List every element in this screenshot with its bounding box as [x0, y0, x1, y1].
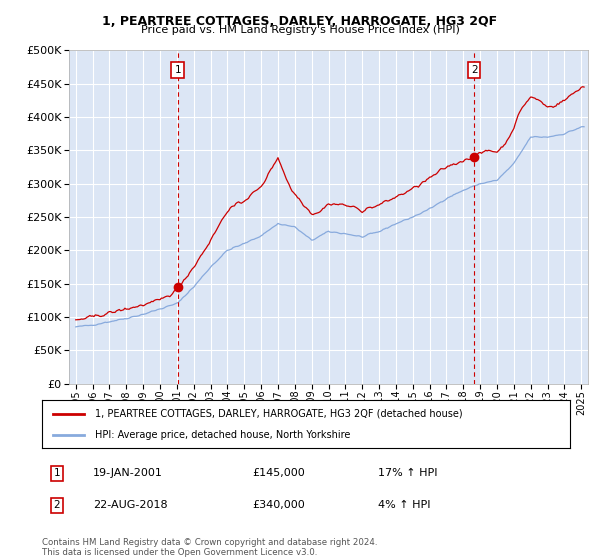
Text: 1, PEARTREE COTTAGES, DARLEY, HARROGATE, HG3 2QF: 1, PEARTREE COTTAGES, DARLEY, HARROGATE,… — [103, 15, 497, 28]
Text: 2: 2 — [471, 66, 478, 76]
Text: 1: 1 — [53, 468, 61, 478]
Text: 1: 1 — [175, 66, 181, 76]
Text: £340,000: £340,000 — [252, 500, 305, 510]
Text: 17% ↑ HPI: 17% ↑ HPI — [378, 468, 437, 478]
Text: HPI: Average price, detached house, North Yorkshire: HPI: Average price, detached house, Nort… — [95, 430, 350, 440]
Text: 19-JAN-2001: 19-JAN-2001 — [93, 468, 163, 478]
Text: 1, PEARTREE COTTAGES, DARLEY, HARROGATE, HG3 2QF (detached house): 1, PEARTREE COTTAGES, DARLEY, HARROGATE,… — [95, 409, 463, 419]
Text: 22-AUG-2018: 22-AUG-2018 — [93, 500, 167, 510]
Text: Contains HM Land Registry data © Crown copyright and database right 2024.
This d: Contains HM Land Registry data © Crown c… — [42, 538, 377, 557]
Text: 2: 2 — [53, 500, 61, 510]
Text: 4% ↑ HPI: 4% ↑ HPI — [378, 500, 431, 510]
Text: Price paid vs. HM Land Registry's House Price Index (HPI): Price paid vs. HM Land Registry's House … — [140, 25, 460, 35]
Text: £145,000: £145,000 — [252, 468, 305, 478]
